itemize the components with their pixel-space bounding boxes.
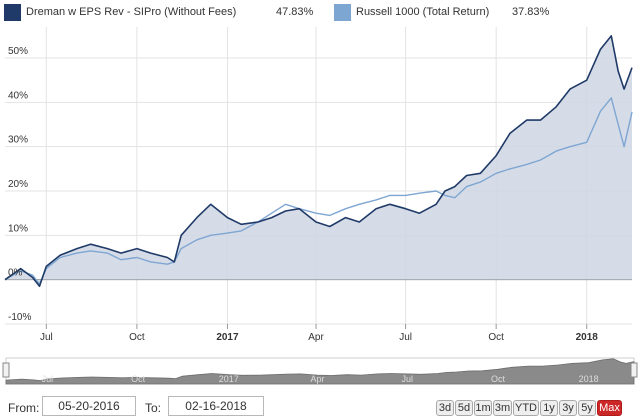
y-tick-label: 40% — [8, 90, 28, 101]
y-tick-label: 20% — [8, 179, 28, 190]
navigator-handle-right[interactable] — [630, 362, 638, 378]
y-tick-label: 30% — [8, 135, 28, 146]
navigator-tick-label: Apr — [311, 374, 325, 384]
legend-item-russell[interactable]: Russell 1000 (Total Return) 37.83% — [334, 3, 549, 21]
chart-legend: Dreman w EPS Rev - SIPro (Without Fees) … — [0, 0, 640, 24]
legend-swatch-russell — [334, 3, 351, 21]
y-tick-label: -10% — [8, 312, 31, 323]
navigator-tick-label: Jul — [401, 374, 413, 384]
series-area-dreman — [5, 35, 632, 287]
range-button-ytd[interactable]: YTD — [513, 400, 539, 416]
to-date-input[interactable]: 02-16-2018 — [168, 396, 264, 416]
navigator-tick-label: Oct — [131, 374, 146, 384]
y-tick-label: 10% — [8, 223, 28, 234]
x-tick-label: Oct — [129, 332, 145, 343]
range-button-3d[interactable]: 3d — [436, 400, 454, 416]
x-tick-label: Jul — [40, 332, 53, 343]
range-button-1y[interactable]: 1y — [540, 400, 558, 416]
navigator-tick-label: 2017 — [219, 374, 239, 384]
range-button-max[interactable]: Max — [597, 400, 622, 416]
x-tick-label: 2018 — [576, 332, 599, 343]
x-tick-label: Oct — [488, 332, 504, 343]
y-tick-label: 0% — [8, 268, 23, 279]
performance-line-chart: -10% 0% 10% 20% 30% 40% 50% Jul Oct 2017 Apr Jul Oct… — [4, 27, 633, 343]
legend-swatch-dreman — [4, 3, 21, 21]
navigator-tick-label: Jul — [42, 374, 54, 384]
x-tick-label: 2017 — [216, 332, 239, 343]
to-label: To: — [145, 401, 162, 415]
series-line-dreman — [4, 35, 633, 288]
legend-value-dreman: 47.83% — [276, 6, 314, 18]
legend-label-russell: Russell 1000 (Total Return) — [356, 6, 490, 18]
from-date-input[interactable]: 05-20-2016 — [42, 396, 136, 416]
range-controls: From: 05-20-2016 To: 02-16-2018 3d 5d 1m 3m… — [0, 394, 640, 418]
from-label: From: — [8, 401, 40, 415]
navigator-tick-label: 2018 — [579, 374, 599, 384]
legend-value-russell: 37.83% — [512, 6, 550, 18]
x-tick-label: Apr — [308, 332, 324, 343]
range-button-1m[interactable]: 1m — [474, 400, 492, 416]
range-button-5d[interactable]: 5d — [455, 400, 473, 416]
y-tick-label: 50% — [8, 46, 28, 57]
range-button-5y[interactable]: 5y — [578, 400, 596, 416]
series-line-russell — [4, 97, 633, 285]
legend-item-dreman[interactable]: Dreman w EPS Rev - SIPro (Without Fees) … — [4, 3, 313, 21]
range-navigator[interactable]: Jul Oct 2017 Apr Jul Oct 2018 — [0, 352, 640, 392]
x-tick-label: Jul — [399, 332, 412, 343]
navigator-handle-left[interactable] — [2, 362, 10, 378]
range-button-3m[interactable]: 3m — [493, 400, 512, 416]
legend-label-dreman: Dreman w EPS Rev - SIPro (Without Fees) — [26, 6, 237, 18]
range-button-3y[interactable]: 3y — [559, 400, 577, 416]
navigator-series — [5, 358, 635, 385]
navigator-tick-label: Oct — [491, 374, 506, 384]
